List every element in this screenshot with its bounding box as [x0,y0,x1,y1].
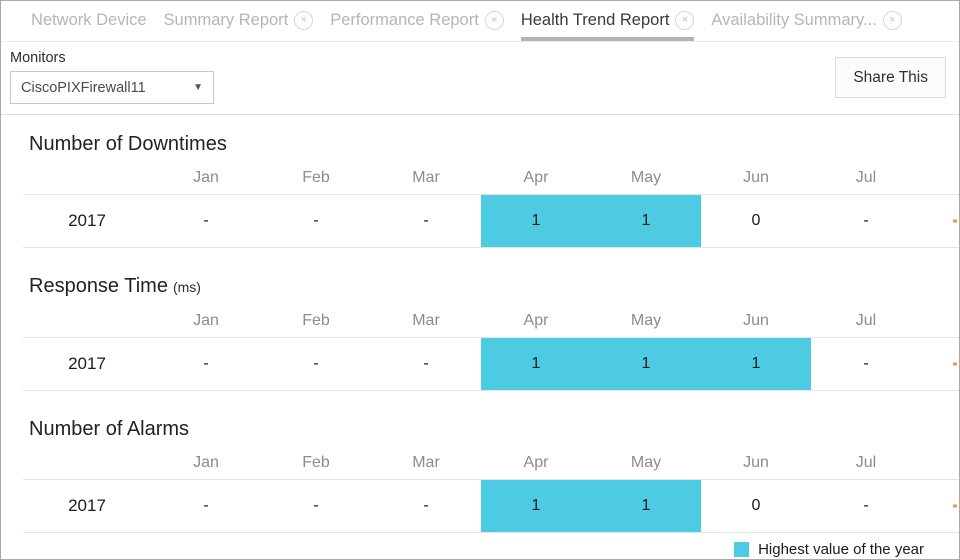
tab-label: Summary Report [163,11,289,29]
month-header-feb: Feb [302,312,330,329]
tab-label: Performance Report [330,11,479,29]
value-cell-jul: - [863,497,869,514]
table-row: 2017- - -1 1 1- [23,337,959,391]
section-title: Number of Downtimes [29,133,959,156]
tab-bar: Network Device Summary Report × Performance… [1,1,959,42]
month-header-jun: Jun [743,312,769,329]
toolbar: Monitors CiscoPIXFirewall11 ▼ Share This [1,42,959,115]
value-cell-feb: - [313,212,319,229]
value-cell-jan: - [203,355,209,372]
month-header-jun: Jun [743,454,769,471]
tab-label: Health Trend Report [520,11,670,29]
year-cell: 2017 [68,496,106,515]
month-header-jul: Jul [855,454,877,471]
value-cell-apr: 1 [481,195,591,247]
month-header-mar: Mar [412,169,440,186]
table-row: 2017 - - - 1 1 0 - [23,479,959,533]
tab-summary-report[interactable]: Summary Report × [164,1,314,41]
month-header-mar: Mar [412,312,440,329]
value-cell-feb: - [313,355,319,372]
section-title-text: Number of Alarms [29,418,190,440]
month-header-jul: Jul [855,312,877,329]
report-section-response-time: Response Time (ms) Jan Feb Mar Apr May Jun Jul 20… [1,275,959,391]
value-cell-mar: - [423,355,429,372]
month-header-jan: Jan [193,454,219,471]
value-cell-jul: - [863,355,869,372]
table-row: 2017 - - - 1 1 0 - [23,194,959,248]
section-title: Number of Alarms [29,418,959,441]
tab-label: Network Device [31,11,147,29]
table-header-row: Jan Feb Mar Apr May Jun Jul [23,447,959,479]
value-cell-mar: - [423,497,429,514]
month-header-jan: Jan [193,169,219,186]
monitors-label: Monitors [10,50,66,66]
month-header-may: May [630,169,662,186]
value-cell-jan: - [203,497,209,514]
table-header-row: Jan Feb Mar Apr May Jun Jul [23,162,959,194]
section-title: Response Time (ms) [29,275,959,299]
value-cell-jun: 0 [751,497,761,514]
value-cell-may: 1 [591,480,701,532]
tab-network-device[interactable]: Network Device [31,1,147,41]
month-header-mar: Mar [412,454,440,471]
value-cell-apr: 1 [481,338,591,390]
clipped-cell-marker [953,219,957,223]
month-header-jul: Jul [855,169,877,186]
section-title-unit: (ms) [172,279,201,295]
trend-table: Jan Feb Mar Apr May Jun Jul 2017- - -1 1 1- [23,305,959,391]
tab-health-trend-report[interactable]: Health Trend Report × [520,1,695,41]
monitor-dropdown-value: CiscoPIXFirewall11 [21,79,146,96]
tab-performance-report[interactable]: Performance Report × [330,1,504,41]
year-cell: 2017 [68,211,106,230]
month-header-may: May [630,454,662,471]
report-sections: Number of Downtimes Jan Feb Mar Apr May Jun Jul… [1,133,959,533]
month-header-jan: Jan [193,312,219,329]
close-icon[interactable]: × [294,11,314,30]
value-cell-jun: 1 [701,338,811,390]
section-title-text: Number of Downtimes [29,133,227,155]
chevron-down-icon: ▼ [193,82,203,93]
year-cell: 2017 [68,354,106,373]
value-cell-may: 1 [591,195,701,247]
legend: Highest value of the year [1,541,924,558]
tab-availability-summary[interactable]: Availability Summary... × [711,1,902,41]
value-cell-mar: - [423,212,429,229]
section-title-text: Response Time [29,275,168,297]
month-header-apr: Apr [523,169,549,186]
close-icon[interactable]: × [675,11,695,30]
monitor-dropdown[interactable]: CiscoPIXFirewall11 ▼ [10,71,214,104]
month-header-feb: Feb [302,169,330,186]
month-header-feb: Feb [302,454,330,471]
close-icon[interactable]: × [484,11,504,30]
value-cell-jan: - [203,212,209,229]
clipped-cell-marker [953,504,957,508]
value-cell-may: 1 [591,338,701,390]
highest-value-swatch [734,542,750,557]
share-this-button[interactable]: Share This [835,57,946,98]
month-header-apr: Apr [523,454,549,471]
value-cell-jun: 0 [751,212,761,229]
legend-label: Highest value of the year [758,541,924,558]
clipped-cell-marker [953,362,957,366]
tab-label: Availability Summary... [711,11,877,29]
month-header-jun: Jun [743,169,769,186]
table-header-row: Jan Feb Mar Apr May Jun Jul [23,305,959,337]
report-section-number-of-downtimes: Number of Downtimes Jan Feb Mar Apr May Jun Jul… [1,133,959,248]
trend-table: Jan Feb Mar Apr May Jun Jul 2017 - - - 1 1 0 - [23,162,959,248]
value-cell-jul: - [863,212,869,229]
close-icon[interactable]: × [882,11,902,30]
report-section-number-of-alarms: Number of Alarms Jan Feb Mar Apr May Jun Jul 201… [1,418,959,533]
month-header-apr: Apr [523,312,549,329]
month-header-may: May [630,312,662,329]
value-cell-feb: - [313,497,319,514]
value-cell-apr: 1 [481,480,591,532]
trend-table: Jan Feb Mar Apr May Jun Jul 2017 - - - 1 1 0 - [23,447,959,533]
